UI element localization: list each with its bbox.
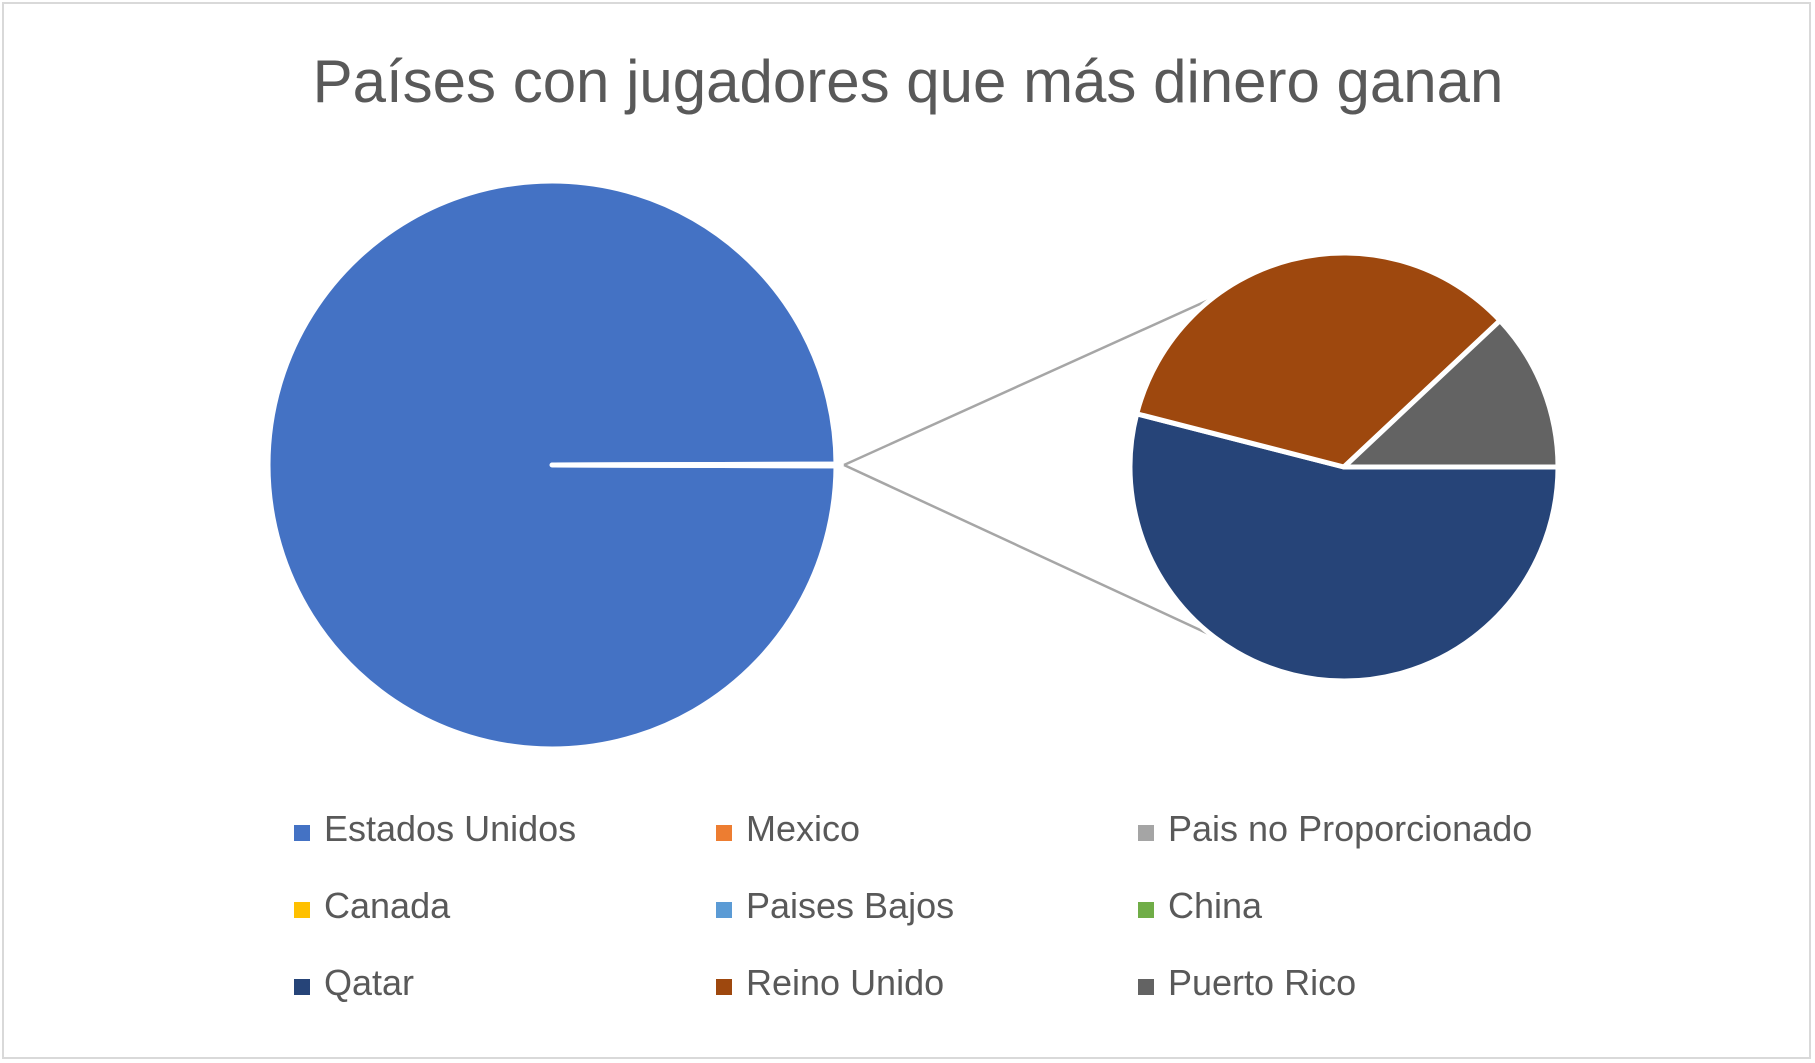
connector-line-top xyxy=(843,297,1213,467)
legend-swatch xyxy=(294,979,310,995)
legend-item-qatar: Qatar xyxy=(294,962,414,1003)
legend-label: Estados Unidos xyxy=(324,808,576,849)
legend-item-paises-bajos: Paises Bajos xyxy=(716,885,954,926)
legend-label: Pais no Proporcionado xyxy=(1168,808,1532,849)
slice-reino-unido xyxy=(1134,250,1503,470)
legend-swatch xyxy=(716,979,732,995)
legend-swatch xyxy=(294,825,310,841)
slice-estados-unidos xyxy=(265,178,839,752)
legend-label: Qatar xyxy=(324,962,414,1003)
legend-label: Mexico xyxy=(746,808,860,849)
connector-line-bottom xyxy=(843,463,1213,637)
legend-swatch xyxy=(294,902,310,918)
legend-label: Puerto Rico xyxy=(1168,962,1356,1003)
legend-swatch xyxy=(716,825,732,841)
legend-item-mexico: Mexico xyxy=(716,808,860,849)
slice-qatar xyxy=(1127,411,1561,684)
legend-label: Reino Unido xyxy=(746,962,944,1003)
legend-item-china: China xyxy=(1138,885,1263,926)
legend-swatch xyxy=(1138,825,1154,841)
legend-label: China xyxy=(1168,885,1263,926)
legend-label: Canada xyxy=(324,885,451,926)
connector-lines xyxy=(843,297,1213,637)
legend-item-puerto-rico: Puerto Rico xyxy=(1138,962,1356,1003)
pie-of-pie-chart: Países con jugadores que más dinero gana… xyxy=(265,48,1561,1003)
secondary-pie xyxy=(1127,250,1561,684)
legend: Estados Unidos Mexico Pais no Proporcionad… xyxy=(294,808,1532,1003)
legend-item-estados-unidos: Estados Unidos xyxy=(294,808,576,849)
slice-puerto-rico xyxy=(1341,318,1561,470)
legend-item-canada: Canada xyxy=(294,885,451,926)
legend-swatch xyxy=(1138,979,1154,995)
slice-other xyxy=(551,461,839,469)
legend-swatch xyxy=(1138,902,1154,918)
main-pie xyxy=(265,178,839,752)
legend-item-pais-no-proporcionado: Pais no Proporcionado xyxy=(1138,808,1532,849)
legend-swatch xyxy=(716,902,732,918)
legend-label: Paises Bajos xyxy=(746,885,954,926)
chart-title: Países con jugadores que más dinero gana… xyxy=(313,48,1504,115)
legend-item-reino-unido: Reino Unido xyxy=(716,962,944,1003)
